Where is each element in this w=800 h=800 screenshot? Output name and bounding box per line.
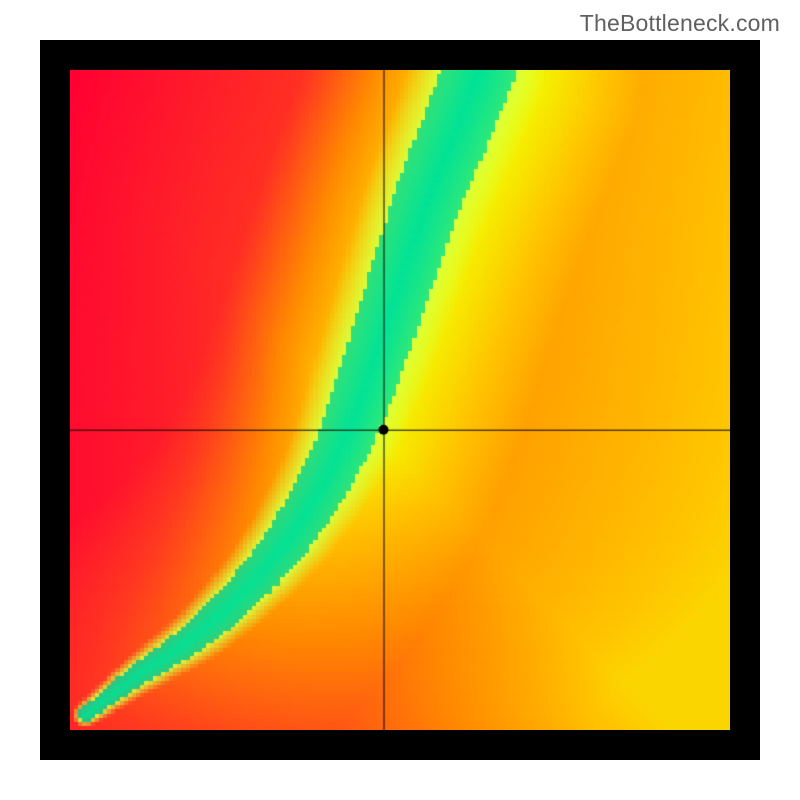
heatmap-canvas: [70, 70, 730, 730]
chart-container: TheBottleneck.com: [0, 0, 800, 800]
plot-frame: [40, 40, 760, 760]
watermark-text: TheBottleneck.com: [580, 10, 780, 37]
